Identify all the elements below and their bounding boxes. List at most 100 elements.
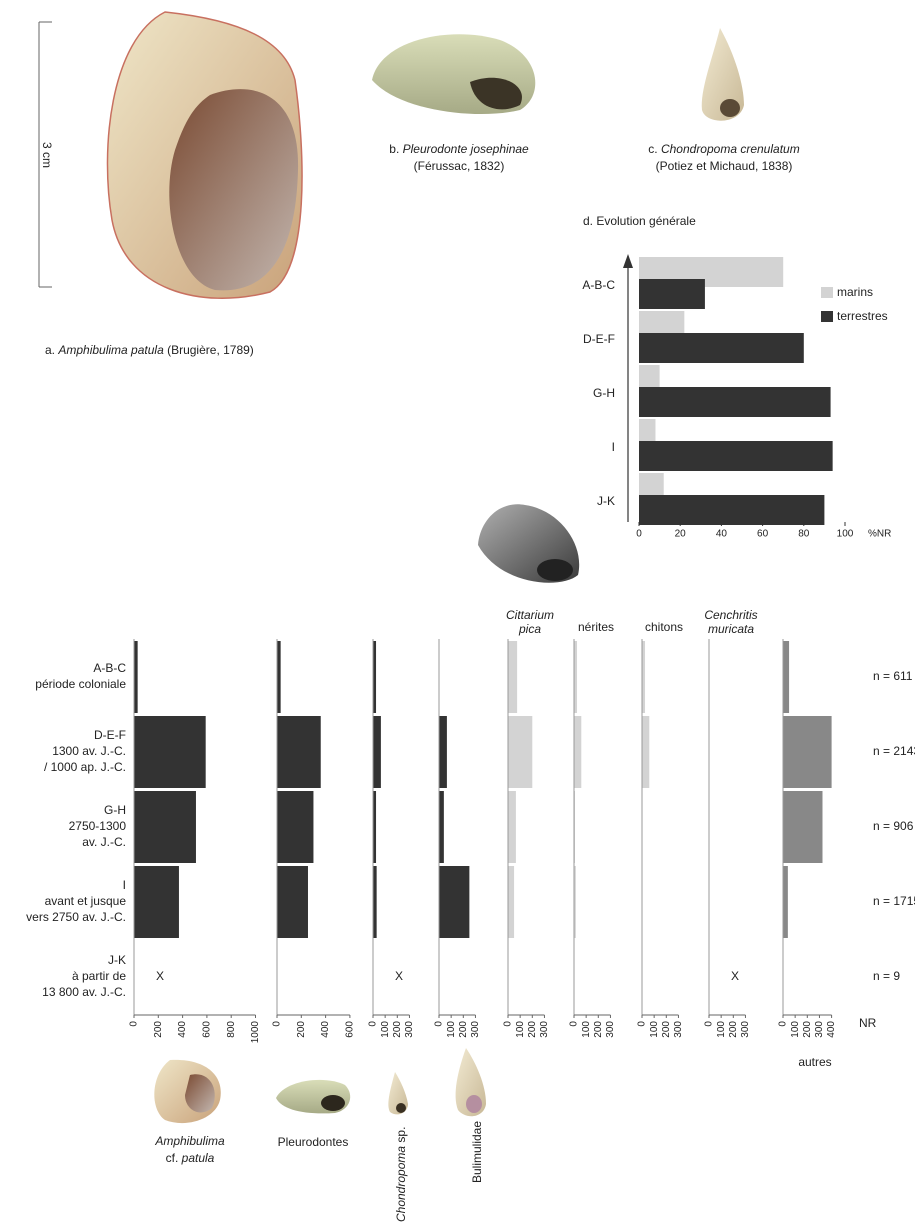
row-label: I <box>123 878 126 892</box>
column-header-part: Cittarium <box>506 608 554 622</box>
row-label: 1300 av. J.-C. <box>52 744 126 758</box>
row-label: av. J.-C. <box>82 835 126 849</box>
absence-label: X <box>395 969 403 983</box>
bar <box>508 866 515 938</box>
x-tick-label: 0 <box>704 1021 715 1027</box>
axis-arrow <box>623 254 633 268</box>
column-footer-part: patula <box>181 1151 215 1165</box>
column-header-part: muricata <box>708 622 754 636</box>
x-tick-label: 1000 <box>250 1021 261 1044</box>
column-footer: cf. patula <box>166 1151 215 1165</box>
column-footer: Chondropoma sp. <box>394 1127 408 1222</box>
bar <box>642 716 650 788</box>
shell-photo-pleurodonte-small <box>276 1079 351 1114</box>
n-label: n = 611 <box>873 669 913 683</box>
x-axis-label: NR <box>859 1016 877 1030</box>
n-label: n = 906 <box>873 819 914 833</box>
x-tick-label: 0 <box>129 1021 140 1027</box>
shell-photo-amphibulima-small <box>154 1059 221 1124</box>
shell-photo-bulimulidae-small <box>455 1048 486 1117</box>
x-tick-label: 40 <box>716 529 728 540</box>
y-tick-label: G-H <box>593 386 615 400</box>
column-header-part: chitons <box>645 620 683 634</box>
x-tick-label: 600 <box>202 1021 213 1038</box>
column-footer-part: autres <box>798 1055 831 1069</box>
x-tick-label: 300 <box>605 1021 616 1038</box>
column-footer-part: Amphibulima <box>154 1134 225 1148</box>
x-tick-label: 100 <box>837 529 854 540</box>
x-tick-label: 100 <box>515 1021 526 1038</box>
x-axis-label: %NR <box>868 529 891 540</box>
x-tick-label: 200 <box>458 1021 469 1038</box>
column-footer-part: sp. <box>394 1127 408 1146</box>
column-header: nérites <box>578 620 614 634</box>
bar <box>134 866 179 938</box>
bar <box>574 641 578 713</box>
column-header-part: Cenchritis <box>704 608 757 622</box>
column-footer-part: Pleurodontes <box>278 1135 349 1149</box>
x-tick-label: 200 <box>392 1021 403 1038</box>
bar <box>439 866 470 938</box>
x-tick-label: 0 <box>272 1021 283 1027</box>
row-label: 13 800 av. J.-C. <box>42 985 126 999</box>
n-label: n = 1715 <box>873 894 915 908</box>
caption-part: (Potiez et Michaud, 1838) <box>656 159 793 173</box>
caption: c. Chondropoma crenulatum <box>648 142 799 156</box>
bar <box>134 641 138 713</box>
caption: (Férussac, 1832) <box>414 159 505 173</box>
caption-part: c. <box>648 142 661 156</box>
x-tick-label: 0 <box>503 1021 514 1027</box>
column-footer: Bulimulidae <box>470 1121 484 1183</box>
bar <box>639 441 833 471</box>
caption-part: Amphibulima patula <box>57 343 164 357</box>
row-label: J-K <box>108 953 126 967</box>
x-tick-label: 100 <box>716 1021 727 1038</box>
legend-label: marins <box>837 285 873 299</box>
column-header: chitons <box>645 620 683 634</box>
bar <box>134 791 196 863</box>
bar <box>639 333 804 363</box>
caption-part: a. <box>45 343 58 357</box>
y-tick-label: I <box>612 440 615 454</box>
column-footer: Pleurodontes <box>278 1135 349 1149</box>
bar <box>439 791 444 863</box>
x-tick-label: 80 <box>798 529 810 540</box>
caption: a. Amphibulima patula (Brugière, 1789) <box>45 343 254 357</box>
n-label: n = 9 <box>873 969 900 983</box>
shell-photo-b <box>372 34 536 115</box>
column-footer: Amphibulima <box>154 1134 225 1148</box>
bar <box>642 641 646 713</box>
bar <box>508 716 533 788</box>
caption-part: Chondropoma crenulatum <box>661 142 800 156</box>
caption-part: (Brugière, 1789) <box>164 343 254 357</box>
n-label: n = 2143 <box>873 744 915 758</box>
bar <box>574 866 576 938</box>
bar <box>783 866 788 938</box>
x-tick-label: 0 <box>778 1021 789 1027</box>
shell-photo-a <box>106 11 303 299</box>
row-label: / 1000 ap. J.-C. <box>44 760 126 774</box>
bar <box>277 641 281 713</box>
y-tick-label: A-B-C <box>582 278 615 292</box>
x-tick-label: 0 <box>434 1021 445 1027</box>
x-tick-label: 200 <box>527 1021 538 1038</box>
x-tick-label: 800 <box>226 1021 237 1038</box>
absence-label: X <box>731 969 739 983</box>
shell-photo-cittarium <box>478 504 580 583</box>
caption: (Potiez et Michaud, 1838) <box>656 159 793 173</box>
bar <box>574 716 582 788</box>
x-tick-label: 200 <box>802 1021 813 1038</box>
column-header: muricata <box>708 622 754 636</box>
row-label: D-E-F <box>94 728 126 742</box>
x-tick-label: 200 <box>593 1021 604 1038</box>
caption-part: (Férussac, 1832) <box>414 159 505 173</box>
x-tick-label: 60 <box>757 529 769 540</box>
x-tick-label: 0 <box>569 1021 580 1027</box>
legend-label: terrestres <box>837 309 888 323</box>
chart-title: d. Evolution générale <box>583 214 696 228</box>
row-label: avant et jusque <box>45 894 127 908</box>
column-footer-part: cf. <box>166 1151 182 1165</box>
bar <box>783 641 790 713</box>
x-tick-label: 400 <box>826 1021 837 1038</box>
